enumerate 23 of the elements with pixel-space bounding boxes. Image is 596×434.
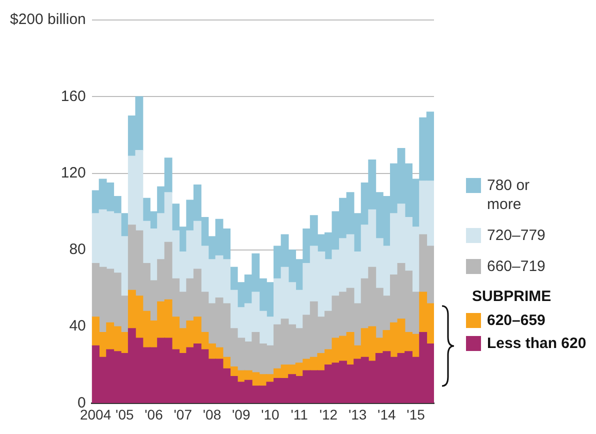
x-tick-label: '07 (174, 406, 192, 422)
x-tick-label: '05 (116, 406, 134, 422)
legend-label: 620–659 (487, 311, 546, 330)
y-tick-label: 80 (69, 241, 86, 258)
x-tick-label: '09 (232, 406, 250, 422)
y-tick-label: 160 (60, 88, 86, 105)
x-tick-label: '08 (202, 406, 222, 422)
legend-label: Less than 620 (487, 334, 586, 353)
text: SUBPRIME (472, 288, 552, 305)
x-tick-label: '13 (348, 406, 367, 422)
x-tick-label: '15 (406, 406, 426, 422)
y-tick-label: 40 (69, 318, 86, 335)
x-tick-label: '14 (378, 406, 396, 422)
x-tick-label: '11 (290, 406, 308, 422)
x-tick-label: '10 (261, 406, 280, 422)
x-tick-label: '12 (319, 406, 338, 422)
x-tick-label: 2004 (80, 406, 112, 422)
y-tick-label: 120 (60, 164, 86, 182)
x-tick-label: '06 (144, 406, 164, 422)
legend-label: 780 or more (487, 176, 531, 214)
y-tick-label: $200 billion (10, 11, 86, 28)
legend-label: 660–719 (487, 257, 546, 276)
legend-label: 720–779 (487, 226, 546, 245)
